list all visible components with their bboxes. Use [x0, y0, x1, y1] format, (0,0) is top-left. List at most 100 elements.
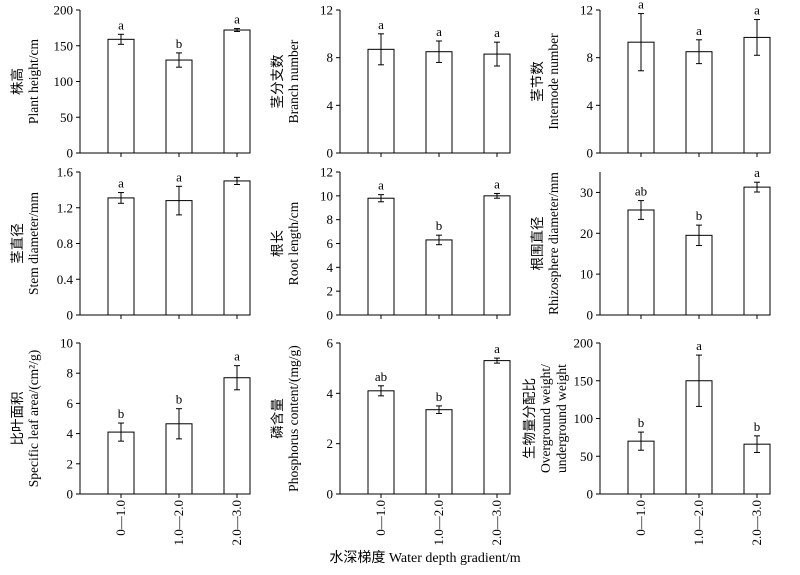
significance-letter: a — [234, 349, 240, 364]
x-category-label: 0—1.0 — [113, 500, 128, 536]
y-tick-label: 0 — [587, 146, 594, 161]
significance-letter: a — [234, 12, 240, 27]
x-category-label: 0—1.0 — [633, 500, 648, 536]
bar — [627, 209, 655, 316]
y-tick-label: 0 — [67, 146, 74, 161]
y-tick-label: 12 — [320, 165, 333, 180]
y-tick-label: 100 — [54, 74, 74, 89]
y-tick-label: 50 — [580, 449, 593, 464]
y-tick-label: 10 — [60, 336, 73, 351]
y-tick-label: 0 — [67, 487, 74, 502]
x-category-labels: 0—1.0 1.0—2.0 2.0—3.0 0—1.0 1.0—2.0 2.0—3.0 0—… — [113, 500, 764, 546]
bar — [223, 180, 251, 316]
x-category-label: 1.0—2.0 — [431, 500, 446, 546]
y-axis-label-en: Branch number — [286, 39, 301, 123]
significance-letter: a — [696, 338, 702, 353]
y-tick-label: 2 — [67, 456, 74, 471]
bar — [223, 29, 251, 154]
y-tick-label: 0.4 — [57, 272, 74, 287]
y-axis-label-en: Plant height/cm — [26, 38, 41, 124]
y-axis-label-en: underground weight — [554, 364, 569, 473]
significance-letter: b — [176, 36, 183, 51]
bar — [107, 197, 135, 316]
significance-letter: a — [696, 23, 702, 38]
y-axis-label-cn: 茎节数 — [530, 61, 545, 102]
significance-letter: a — [118, 17, 124, 32]
y-tick-label: 8 — [327, 212, 334, 227]
x-category-label: 0—1.0 — [373, 500, 388, 536]
x-category-label: 1.0—2.0 — [691, 500, 706, 546]
panel-9: 0 50 100 150 200 b a b 生物量分配比 Overground weight/u… — [522, 336, 771, 502]
y-tick-label: 4 — [587, 98, 594, 113]
y-tick-label: 8 — [327, 50, 334, 65]
y-tick-label: 30 — [580, 185, 593, 200]
y-tick-label: 100 — [574, 411, 594, 426]
y-axis-label-en: Specific leaf area/(cm²/g) — [26, 350, 41, 487]
y-tick-label: 4 — [67, 426, 74, 441]
panel-6: 0 10 20 30 ab b a 根围直径 Rhizosphere diameter/mm — [530, 165, 771, 323]
bar — [425, 239, 453, 316]
significance-letter: ab — [635, 184, 647, 199]
y-tick-label: 50 — [60, 110, 73, 125]
y-axis-label-cn: 茎分支数 — [270, 54, 285, 108]
y-tick-label: 4 — [327, 386, 334, 401]
x-category-label: 2.0—3.0 — [229, 500, 244, 546]
significance-letter: b — [118, 406, 125, 421]
y-tick-label: 2 — [327, 436, 334, 451]
y-axis-label-cn: 磷含量 — [270, 398, 285, 439]
bar — [107, 38, 135, 154]
panel-8: 0 2 4 6 ab b a 磷含量 Phosphorus content/(mg/g) — [270, 336, 511, 502]
y-axis-label-cn: 茎直径 — [10, 223, 25, 264]
bar — [165, 59, 193, 154]
significance-letter: a — [176, 169, 182, 184]
significance-letter: a — [494, 341, 500, 356]
y-tick-label: 4 — [327, 98, 334, 113]
y-axis-label-cn: 比叶面积 — [10, 392, 25, 446]
bar — [743, 186, 771, 316]
y-tick-label: 200 — [54, 3, 74, 18]
y-axis-label-cn: 株高 — [9, 68, 25, 95]
bar — [483, 195, 511, 316]
y-tick-label: 150 — [574, 373, 594, 388]
y-tick-label: 6 — [327, 336, 334, 351]
y-tick-label: 12 — [320, 3, 333, 18]
panel-3: 0 4 8 12 a a a 茎节数 Internode number — [530, 0, 771, 161]
bar — [743, 36, 771, 154]
significance-letter: a — [494, 25, 500, 40]
significance-letter: a — [754, 165, 760, 180]
y-tick-label: 150 — [54, 38, 74, 53]
y-axis-label-en: Overground weight/ — [538, 364, 553, 473]
panel-4: 0 0.4 0.8 1.2 1.6 a a 茎直径 Stem diameter/mm — [10, 165, 251, 323]
panel-5: 0 2 4 6 8 10 12 a b a 根长 Root length/cm — [270, 165, 511, 323]
x-category-label: 2.0—3.0 — [489, 500, 504, 546]
y-tick-label: 0.8 — [57, 236, 73, 251]
y-tick-label: 20 — [580, 226, 593, 241]
y-tick-label: 12 — [580, 3, 593, 18]
panel-7: 0 2 4 6 8 10 b b a 比叶面积 Specific leaf area/(cm²/g) — [10, 336, 251, 502]
panel-1: 0 50 100 150 200 a b a 株高 Plant height/cm — [9, 3, 251, 161]
y-tick-label: 8 — [587, 50, 594, 65]
bar — [425, 51, 453, 154]
significance-letter: a — [754, 3, 760, 18]
shared-x-axis-label: 水深梯度 Water depth gradient/m — [329, 550, 520, 566]
significance-letter: b — [176, 392, 183, 407]
y-axis-label-en: Internode number — [546, 33, 561, 130]
bar — [165, 200, 193, 316]
y-tick-label: 1.2 — [57, 200, 73, 215]
significance-letter: b — [638, 415, 645, 430]
y-tick-label: 0 — [587, 487, 594, 502]
bar — [367, 197, 395, 316]
y-tick-label: 8 — [67, 366, 74, 381]
significance-letter: b — [436, 218, 443, 233]
x-category-label: 1.0—2.0 — [171, 500, 186, 546]
y-tick-label: 0 — [327, 308, 334, 323]
panel-2: 0 4 8 12 a a a 茎分支数 Branch number — [270, 3, 511, 161]
significance-letter: b — [754, 419, 761, 434]
significance-letter: b — [696, 208, 703, 223]
y-tick-label: 0 — [327, 487, 334, 502]
x-category-label: 2.0—3.0 — [749, 500, 764, 546]
y-tick-label: 0 — [67, 308, 74, 323]
y-axis-label-cn: 根长 — [270, 230, 285, 257]
